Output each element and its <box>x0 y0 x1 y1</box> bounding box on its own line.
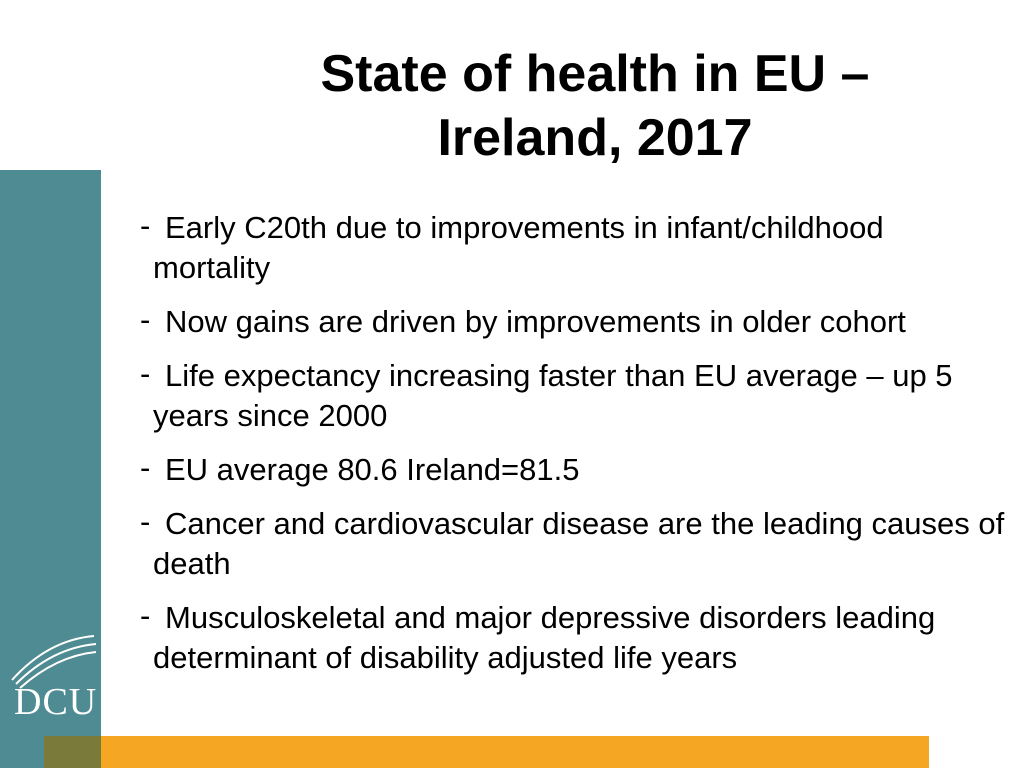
list-item: - Now gains are driven by improvements i… <box>138 302 1008 342</box>
list-item: - Early C20th due to improvements in inf… <box>138 208 1008 288</box>
bottom-orange-band <box>101 736 929 768</box>
dcu-swoosh-logo-icon <box>11 635 97 689</box>
bullet-dash: - <box>140 302 151 337</box>
bullet-text: Cancer and cardiovascular disease are th… <box>153 506 1005 581</box>
title-line-1: State of health in EU – <box>320 45 870 103</box>
bullet-dash: - <box>140 598 151 633</box>
bullet-text: Musculoskeletal and major depressive dis… <box>153 600 936 675</box>
list-item: - EU average 80.6 Ireland=81.5 <box>138 450 1008 490</box>
bullet-list: - Early C20th due to improvements in inf… <box>138 208 1008 692</box>
bullet-dash: - <box>140 450 151 485</box>
bullet-text: Now gains are driven by improvements in … <box>165 304 906 339</box>
bullet-text: Life expectancy increasing faster than E… <box>153 358 953 433</box>
list-item: - Life expectancy increasing faster than… <box>138 356 1008 436</box>
bottom-olive-band <box>44 736 101 768</box>
bullet-dash: - <box>140 356 151 391</box>
side-bar <box>0 170 101 768</box>
slide-title: State of health in EU – Ireland, 2017 <box>180 42 1010 170</box>
title-line-2: Ireland, 2017 <box>437 109 753 167</box>
bullet-text: Early C20th due to improvements in infan… <box>153 210 884 285</box>
list-item: - Cancer and cardiovascular disease are … <box>138 504 1008 584</box>
bullet-text: EU average 80.6 Ireland=81.5 <box>165 452 580 487</box>
list-item: - Musculoskeletal and major depressive d… <box>138 598 1008 678</box>
bullet-dash: - <box>140 208 151 243</box>
bullet-dash: - <box>140 504 151 539</box>
dcu-logo-text: DCU <box>14 681 98 723</box>
